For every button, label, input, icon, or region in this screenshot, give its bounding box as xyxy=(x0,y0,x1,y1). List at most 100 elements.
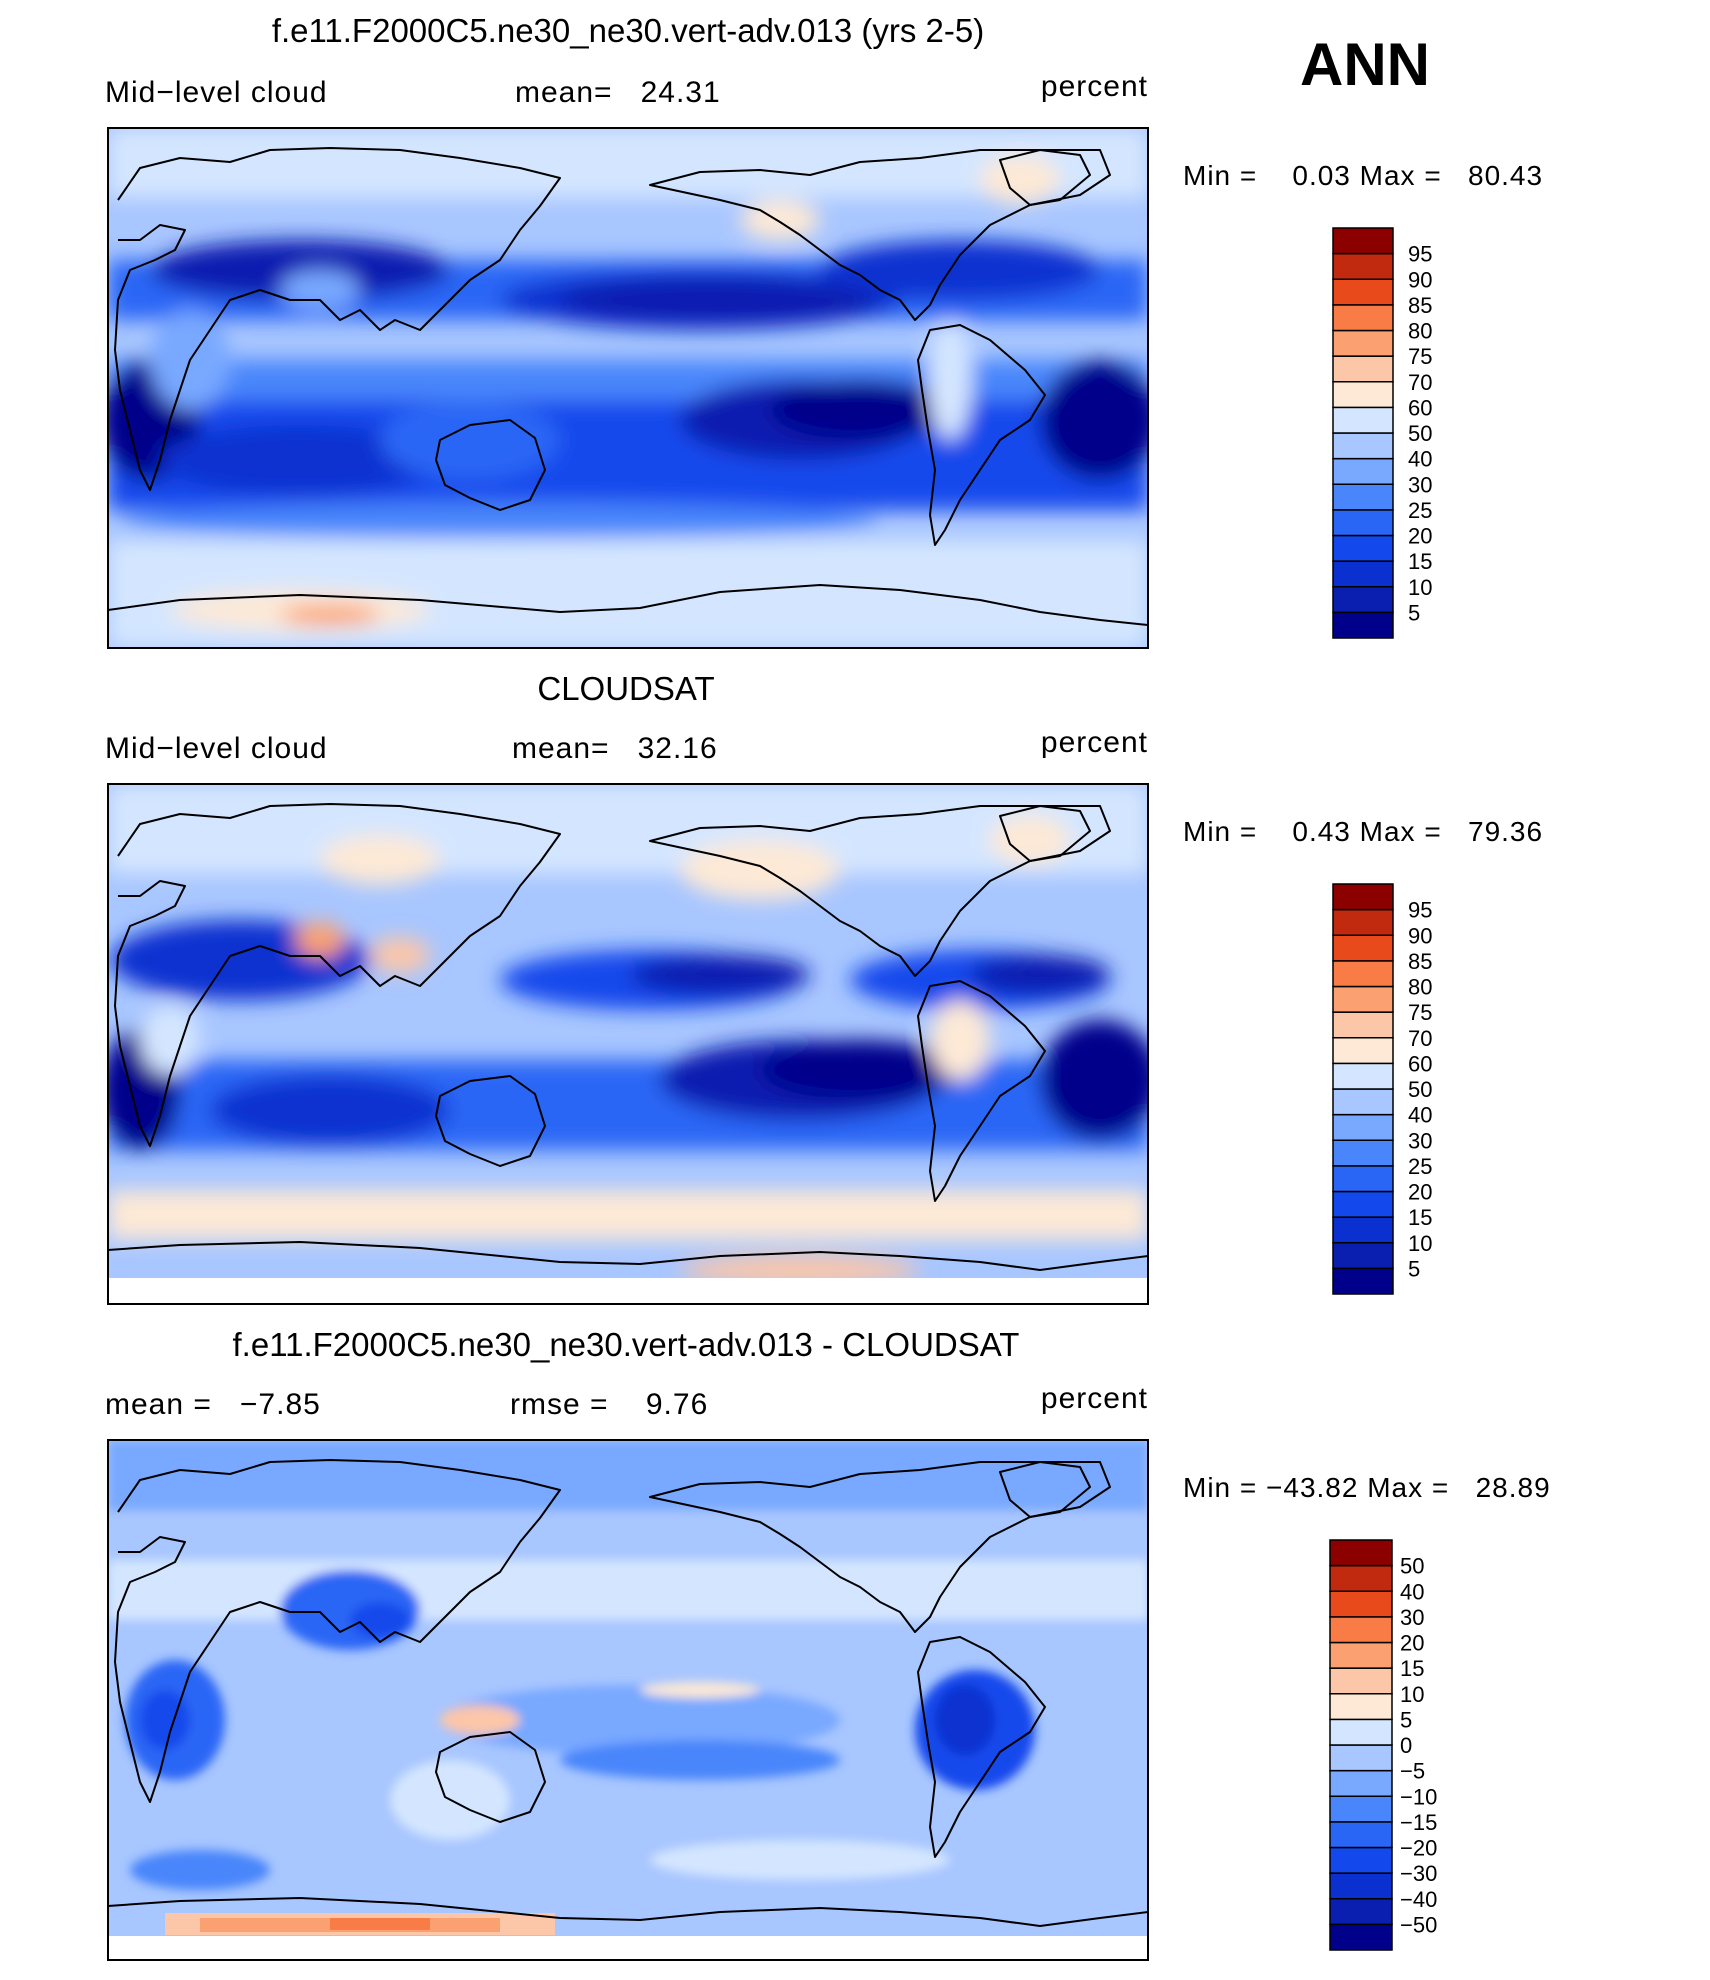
colorbar-swatch xyxy=(1329,1590,1393,1618)
panel-units-label: percent xyxy=(1041,1382,1148,1415)
coast-south-america xyxy=(917,980,1046,1202)
colorbar-tick-label: 85 xyxy=(1408,949,1432,974)
colorbar-swatch xyxy=(1332,1062,1394,1090)
map-frame xyxy=(107,127,1149,649)
coast-eurasia-africa xyxy=(114,803,561,1147)
colorbar-tick-label: 5 xyxy=(1400,1707,1412,1732)
minmax-label: Min = 0.03 Max = 80.43 xyxy=(1183,160,1543,191)
colorbar-tick-label: 20 xyxy=(1408,524,1432,549)
colorbar-tick-label: 40 xyxy=(1400,1579,1424,1604)
colorbar-tick-label: 70 xyxy=(1408,1026,1432,1051)
colorbar-swatch xyxy=(1329,1898,1393,1926)
colorbar-swatch xyxy=(1332,1139,1394,1167)
colorbar-swatch xyxy=(1332,278,1394,306)
colorbar-swatch xyxy=(1332,1011,1394,1039)
colorbar-swatch xyxy=(1332,1267,1394,1295)
colorbar-tick-label: 25 xyxy=(1408,1154,1432,1179)
panel-difference: f.e11.F2000C5.ne30_ne30.vert-adv.013 - C… xyxy=(105,1326,1551,1961)
map-field xyxy=(108,784,1148,1304)
colorbar-tick-label: 80 xyxy=(1408,319,1432,344)
colorbar-tick-label: 40 xyxy=(1408,447,1432,472)
coast-australia xyxy=(435,419,546,511)
colorbar-tick-label: 40 xyxy=(1408,1103,1432,1128)
colorbar-swatch xyxy=(1329,1667,1393,1695)
panel-variable-label: Mid−level cloud xyxy=(105,732,328,765)
colorbar-swatch xyxy=(1332,1165,1394,1193)
colorbar-swatch xyxy=(1332,1242,1394,1270)
colorbar-swatch xyxy=(1332,457,1394,485)
panel-mean-label: mean = −7.85 xyxy=(105,1388,321,1421)
colorbar-tick-label: −30 xyxy=(1400,1861,1437,1886)
colorbar-tick-label: 50 xyxy=(1408,421,1432,446)
colorbar-tick-label: 90 xyxy=(1408,267,1432,292)
colorbar-swatch xyxy=(1329,1641,1393,1669)
colorbar-swatch xyxy=(1332,329,1394,357)
colorbar-tick-label: 85 xyxy=(1408,293,1432,318)
colorbar-swatch xyxy=(1332,1113,1394,1141)
coast-antarctica xyxy=(108,1241,1148,1271)
colorbar-swatch xyxy=(1332,1037,1394,1065)
colorbar-tick-label: 95 xyxy=(1408,898,1432,923)
minmax-label: Min = 0.43 Max = 79.36 xyxy=(1183,816,1543,847)
coast-antarctica xyxy=(108,1897,1148,1927)
panel-mean-label: mean= 24.31 xyxy=(515,76,721,109)
map-field xyxy=(108,1440,1148,1960)
colorbar-swatch xyxy=(1332,586,1394,614)
minmax-label: Min = −43.82 Max = 28.89 xyxy=(1183,1472,1551,1503)
colorbar-tick-label: 10 xyxy=(1400,1682,1424,1707)
colorbar-swatch xyxy=(1332,611,1394,639)
coast-south-america xyxy=(917,324,1046,546)
colorbar-swatch xyxy=(1332,534,1394,562)
coast-eurasia-africa xyxy=(114,147,561,491)
colorbar-tick-label: 75 xyxy=(1408,1000,1432,1025)
colorbar-swatch xyxy=(1332,985,1394,1013)
coast-north-america xyxy=(649,149,1111,321)
colorbar-tick-label: 30 xyxy=(1408,472,1432,497)
colorbar-tick-label: 30 xyxy=(1408,1128,1432,1153)
panel-rmse-label: rmse = 9.76 xyxy=(510,1388,708,1421)
colorbar-swatch xyxy=(1329,1923,1393,1951)
panel-model: f.e11.F2000C5.ne30_ne30.vert-adv.013 (yr… xyxy=(105,12,1543,649)
coast-north-america xyxy=(649,1461,1111,1633)
colorbar-swatch xyxy=(1329,1564,1393,1592)
colorbar-tick-label: 25 xyxy=(1408,498,1432,523)
coastlines xyxy=(108,147,1148,626)
colorbar-swatch xyxy=(1332,304,1394,332)
panel-title: CLOUDSAT xyxy=(537,670,714,707)
colorbar-tick-label: 80 xyxy=(1408,975,1432,1000)
panel-mean-label: mean= 32.16 xyxy=(512,732,718,765)
colorbar-tick-label: 30 xyxy=(1400,1605,1424,1630)
colorbar-swatch xyxy=(1332,252,1394,280)
colorbar-swatch xyxy=(1329,1693,1393,1721)
colorbar-swatch xyxy=(1329,1744,1393,1772)
colorbar-tick-label: 50 xyxy=(1408,1077,1432,1102)
colorbar-swatch xyxy=(1332,432,1394,460)
panel-title: f.e11.F2000C5.ne30_ne30.vert-adv.013 (yr… xyxy=(272,12,984,49)
colorbar-tick-label: 95 xyxy=(1408,242,1432,267)
colorbar-swatch xyxy=(1332,406,1394,434)
colorbar-tick-label: 5 xyxy=(1408,600,1420,625)
colorbar-swatch xyxy=(1332,1088,1394,1116)
colorbar-tick-label: −15 xyxy=(1400,1810,1437,1835)
colorbar-swatch xyxy=(1329,1821,1393,1849)
colorbar-tick-label: 10 xyxy=(1408,1231,1432,1256)
colorbar-tick-label: 15 xyxy=(1400,1656,1424,1681)
coast-south-america xyxy=(917,1636,1046,1858)
colorbar-tick-label: 70 xyxy=(1408,370,1432,395)
colorbar-swatch xyxy=(1332,509,1394,537)
colorbar-swatch xyxy=(1332,934,1394,962)
colorbar-swatch xyxy=(1332,355,1394,383)
colorbar-tick-label: 15 xyxy=(1408,1205,1432,1230)
panel-variable-label: Mid−level cloud xyxy=(105,76,328,109)
colorbar-swatch xyxy=(1329,1539,1393,1567)
colorbar-swatch xyxy=(1332,960,1394,988)
colorbar-tick-label: 60 xyxy=(1408,1051,1432,1076)
panel-units-label: percent xyxy=(1041,726,1148,759)
colorbar-swatch xyxy=(1332,381,1394,409)
colorbar-swatch xyxy=(1332,1216,1394,1244)
colorbar-tick-label: 15 xyxy=(1408,549,1432,574)
